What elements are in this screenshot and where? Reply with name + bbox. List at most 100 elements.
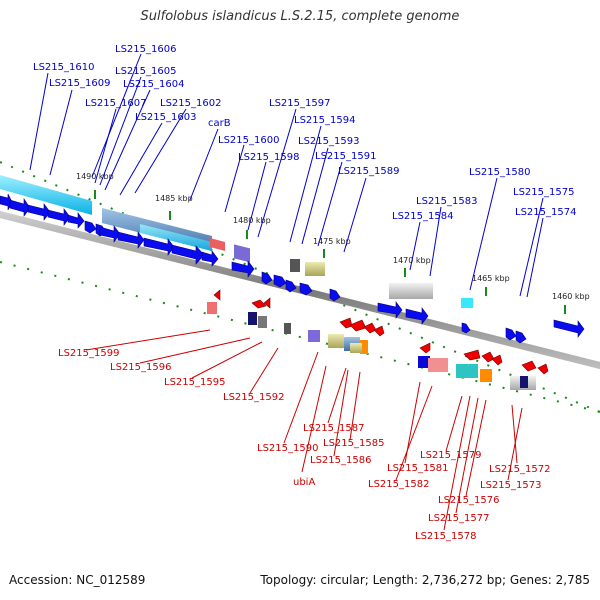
callout-line (49, 89, 73, 176)
gene-label: LS215_1607 (85, 98, 146, 109)
gene-label: LS215_1602 (160, 98, 221, 109)
callout-line (189, 128, 219, 201)
gene-label: LS215_1591 (315, 151, 376, 162)
callout-line (469, 177, 498, 291)
callout-line (511, 404, 518, 464)
forward-callouts (29, 53, 544, 298)
callout-line (139, 337, 251, 364)
callout-line (317, 161, 343, 247)
reverse-lane-dots (0, 261, 600, 413)
forward-gene-arrow (261, 271, 273, 285)
callout-line (519, 197, 544, 297)
forward-gene-arrow (299, 282, 313, 296)
cyan-feature-bar (461, 298, 473, 308)
callout-line (104, 89, 151, 191)
callout-line (343, 177, 367, 253)
scale-tick-marks (94, 190, 566, 314)
callout-line (119, 122, 163, 196)
violet-feature-bar (234, 244, 250, 263)
dark-feature-bar (284, 323, 291, 334)
forward-gene-arrow (377, 301, 403, 319)
gene-label: LS215_1581 (387, 463, 448, 474)
forward-gene-arrow (143, 237, 175, 256)
olive-feature-bar (350, 343, 362, 353)
gene-label: LS215_1585 (323, 438, 384, 449)
forward-gene-arrow (84, 220, 97, 234)
forward-gene-arrow (273, 274, 287, 288)
cyan-feature-bar (0, 175, 92, 215)
scale-tick-label: 1480 kbp (233, 216, 271, 225)
forward-gene-arrow (329, 288, 341, 302)
callout-line (301, 147, 329, 245)
forward-gene-arrow (201, 250, 219, 267)
forward-gene-arrow (171, 244, 205, 265)
navy-feature-bar (520, 376, 528, 388)
reverse-gene-arrow (419, 342, 431, 354)
teal-feature-bar (456, 364, 478, 378)
reverse-gene-arrow (363, 322, 377, 334)
gene-label: LS215_1598 (238, 152, 299, 163)
callout-line (85, 329, 211, 351)
genome-title: Sulfolobus islandicus L.S.2.15, complete… (140, 9, 460, 24)
forward-gene-arrow (231, 260, 255, 278)
reverse-gene-arrow (213, 289, 221, 301)
violet-feature-bar (308, 330, 320, 342)
gray-feature-bar (258, 316, 267, 328)
gene-label: LS215_1596 (110, 362, 171, 373)
gene-label: LS215_1574 (515, 207, 576, 218)
gene-label: LS215_1578 (415, 531, 476, 542)
callout-line (94, 108, 117, 184)
forward-gene-arrow (9, 198, 31, 217)
callout-line (395, 385, 433, 481)
gene-label: LS215_1595 (164, 377, 225, 388)
forward-gene-arrow (505, 327, 517, 341)
gene-label: LS215_1603 (135, 112, 196, 123)
navy-feature-bar (248, 312, 257, 325)
reverse-gene-arrow (263, 297, 271, 309)
callout-line (191, 341, 263, 379)
reverse-labels: LS215_1599 LS215_1596 LS215_1595 LS215_1… (58, 348, 550, 542)
forward-gene-arrow (515, 330, 527, 344)
gene-label: LS215_1573 (480, 480, 541, 491)
forward-gene-arrow (47, 208, 71, 226)
callout-line (257, 108, 297, 238)
gray-feature-bar (389, 283, 433, 299)
accession-text: Accession: NC_012589 (9, 573, 146, 587)
callout-line (29, 72, 49, 171)
reverse-gene-arrows (213, 289, 549, 375)
reverse-gene-arrow (339, 317, 353, 329)
navy-feature-bar (418, 356, 430, 368)
reverse-gene-arrow (349, 319, 367, 332)
scale-tick-label: 1460 kbp (552, 292, 590, 301)
orange-feature-bar (360, 340, 368, 354)
callout-line (327, 367, 347, 424)
scale-tick-label: 1490 kbp (76, 172, 114, 181)
callout-line (301, 365, 327, 473)
gene-label: LS215_1572 (489, 464, 550, 475)
gene-label: LS215_1586 (310, 455, 371, 466)
callout-line (333, 369, 349, 457)
callout-line (349, 371, 361, 441)
gene-label: LS215_1610 (33, 62, 94, 73)
gene-label: LS215_1583 (416, 196, 477, 207)
callout-line (465, 399, 487, 497)
gene-label: LS215_1605 (115, 66, 176, 77)
olive-feature-bar (305, 262, 325, 276)
callout-line (409, 221, 421, 271)
reverse-gene-arrow (481, 351, 495, 363)
gene-label: LS215_1584 (392, 211, 453, 222)
callout-line (289, 125, 322, 243)
forward-gene-arrow (285, 279, 297, 293)
callout-line (91, 53, 142, 178)
gene-label: LS215_1594 (294, 115, 355, 126)
reverse-gene-arrow (491, 354, 503, 366)
gene-label: LS215_1589 (338, 166, 399, 177)
forward-gene-arrows (0, 193, 585, 344)
gene-label: LS215_1606 (115, 44, 176, 55)
callout-line (134, 108, 187, 194)
gene-label: LS215_1579 (420, 450, 481, 461)
gene-label: LS215_1580 (469, 167, 530, 178)
gene-label: LS215_1582 (368, 479, 429, 490)
forward-gene-arrow (553, 319, 585, 338)
